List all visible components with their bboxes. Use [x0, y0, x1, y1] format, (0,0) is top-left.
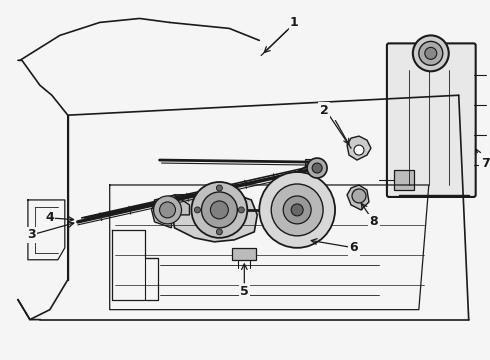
Polygon shape — [347, 185, 369, 210]
Circle shape — [291, 204, 303, 216]
Text: 8: 8 — [369, 215, 378, 228]
Circle shape — [210, 201, 228, 219]
Circle shape — [425, 48, 437, 59]
Circle shape — [259, 172, 335, 248]
Circle shape — [153, 196, 181, 224]
Text: 1: 1 — [290, 16, 298, 29]
Circle shape — [413, 35, 449, 71]
FancyBboxPatch shape — [387, 44, 476, 197]
Circle shape — [217, 229, 222, 235]
Text: 6: 6 — [350, 241, 358, 254]
Circle shape — [307, 158, 327, 178]
Text: 7: 7 — [481, 157, 490, 170]
Circle shape — [283, 196, 311, 224]
Text: 5: 5 — [240, 285, 249, 298]
Bar — [232, 248, 256, 260]
Circle shape — [271, 184, 323, 236]
Polygon shape — [172, 194, 257, 242]
Circle shape — [195, 207, 200, 213]
Circle shape — [201, 192, 237, 228]
Circle shape — [354, 145, 364, 155]
Circle shape — [192, 182, 247, 238]
Circle shape — [312, 163, 322, 173]
Text: 4: 4 — [46, 211, 54, 224]
Bar — [394, 170, 414, 190]
Circle shape — [238, 207, 245, 213]
Circle shape — [419, 41, 443, 65]
Text: 3: 3 — [27, 228, 36, 241]
Circle shape — [160, 202, 175, 218]
Bar — [305, 159, 313, 167]
Circle shape — [217, 185, 222, 191]
Polygon shape — [347, 136, 371, 160]
Circle shape — [352, 189, 366, 203]
Text: 2: 2 — [319, 104, 328, 117]
Polygon shape — [151, 195, 190, 228]
